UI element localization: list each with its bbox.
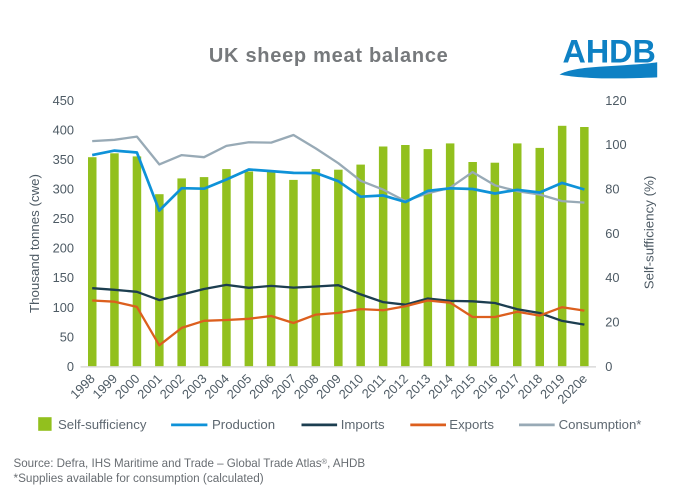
svg-text:Self-sufficiency: Self-sufficiency	[58, 417, 147, 432]
svg-text:AHDB: AHDB	[563, 33, 656, 69]
svg-text:*Supplies available for consum: *Supplies available for consumption (cal…	[14, 472, 264, 485]
svg-text:40: 40	[605, 270, 619, 285]
svg-text:60: 60	[605, 226, 619, 241]
svg-text:120: 120	[605, 93, 626, 108]
svg-text:Production: Production	[212, 417, 275, 432]
svg-text:Thousand tonnes (cwe): Thousand tonnes (cwe)	[27, 174, 42, 313]
svg-text:350: 350	[53, 152, 74, 167]
svg-text:0: 0	[605, 359, 612, 374]
svg-text:200: 200	[53, 241, 74, 256]
svg-text:50: 50	[60, 329, 74, 344]
svg-text:Source: Defra, IHS Maritime an: Source: Defra, IHS Maritime and Trade – …	[14, 457, 366, 470]
svg-text:250: 250	[53, 211, 74, 226]
svg-text:Imports: Imports	[341, 417, 385, 432]
svg-text:400: 400	[53, 123, 74, 138]
svg-text:0: 0	[67, 359, 74, 374]
svg-text:Consumption*: Consumption*	[559, 417, 642, 432]
svg-text:300: 300	[53, 182, 74, 197]
svg-text:Self-sufficiency (%): Self-sufficiency (%)	[642, 176, 657, 290]
svg-text:Exports: Exports	[449, 417, 494, 432]
svg-text:100: 100	[53, 300, 74, 315]
svg-text:20: 20	[605, 315, 619, 330]
svg-text:150: 150	[53, 270, 74, 285]
svg-text:100: 100	[605, 137, 626, 152]
svg-text:UK sheep meat balance: UK sheep meat balance	[209, 45, 449, 67]
svg-text:80: 80	[605, 182, 619, 197]
svg-text:450: 450	[53, 93, 74, 108]
